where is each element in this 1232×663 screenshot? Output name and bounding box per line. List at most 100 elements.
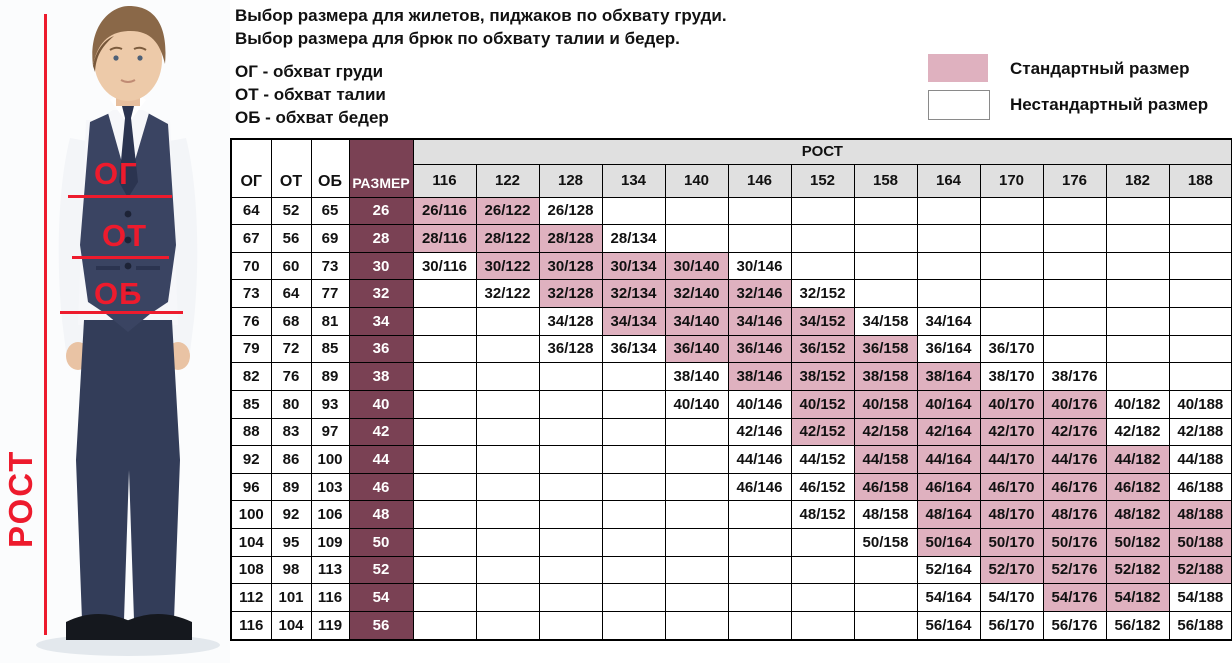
empty-cell <box>601 472 666 502</box>
nonstandard-size-cell: 42/188 <box>1168 417 1232 447</box>
nonstandard-size-cell: 44/152 <box>790 445 855 474</box>
empty-cell <box>790 196 855 226</box>
height-header-140: 140 <box>664 163 729 198</box>
empty-cell <box>538 583 603 612</box>
empty-cell <box>1105 279 1170 308</box>
empty-cell <box>853 555 918 585</box>
table-row: 82 76 89 38 38/140 38/146 38/152 38/158 38/164 38… <box>230 362 1232 391</box>
empty-cell <box>475 500 540 529</box>
empty-cell <box>1105 196 1170 226</box>
standard-size-cell: 40/176 <box>1042 389 1107 419</box>
empty-cell <box>412 528 477 557</box>
nonstandard-size-cell: 46/152 <box>790 472 855 502</box>
measure-cell-ob: 77 <box>310 279 350 308</box>
nonstandard-size-cell: 38/140 <box>664 362 729 391</box>
empty-cell <box>412 583 477 612</box>
height-header-152: 152 <box>790 163 855 198</box>
table-row: 88 83 97 42 42/146 42/152 42/158 42/164 42/170 42… <box>230 417 1232 447</box>
empty-cell <box>916 279 981 308</box>
empty-cell <box>601 445 666 474</box>
nonstandard-size-cell: 28/134 <box>601 224 666 253</box>
height-header-182: 182 <box>1105 163 1170 198</box>
standard-size-cell: 30/122 <box>475 251 540 281</box>
hips-label: ОБ <box>94 276 143 311</box>
measure-cell-ob: 65 <box>310 196 350 226</box>
measure-cell-ot: 52 <box>270 196 312 226</box>
size-cell: 38 <box>348 362 414 391</box>
measure-cell-og: 96 <box>230 472 272 502</box>
table-row: 112 101 116 54 54/164 54/170 54/176 54/182 54/18… <box>230 583 1232 612</box>
standard-size-cell: 44/176 <box>1042 445 1107 474</box>
size-cell: 44 <box>348 445 414 474</box>
nonstandard-size-cell: 40/188 <box>1168 389 1232 419</box>
chest-measure-line <box>68 195 172 198</box>
measure-cell-og: 108 <box>230 555 272 585</box>
empty-cell <box>727 224 792 253</box>
standard-size-cell: 30/128 <box>538 251 603 281</box>
standard-size-cell: 38/152 <box>790 362 855 391</box>
measure-cell-ob: 89 <box>310 362 350 391</box>
empty-cell <box>538 389 603 419</box>
empty-cell <box>790 528 855 557</box>
empty-cell <box>475 334 540 364</box>
measure-cell-ob: 119 <box>310 610 350 641</box>
empty-cell <box>979 224 1044 253</box>
empty-cell <box>979 279 1044 308</box>
boy-illustration <box>0 0 230 663</box>
nonstandard-size-cell: 42/182 <box>1105 417 1170 447</box>
empty-cell <box>664 528 729 557</box>
empty-cell <box>853 610 918 641</box>
nonstandard-size-cell: 56/170 <box>979 610 1044 641</box>
standard-size-label: Стандартный размер <box>1010 59 1190 78</box>
standard-size-cell: 44/164 <box>916 445 981 474</box>
standard-size-cell: 40/158 <box>853 389 918 419</box>
standard-size-cell: 42/152 <box>790 417 855 447</box>
empty-cell <box>601 500 666 529</box>
table-row: 96 89 103 46 46/146 46/152 46/158 46/164 46/170 4… <box>230 472 1232 502</box>
empty-cell <box>664 445 729 474</box>
empty-cell <box>1168 196 1232 226</box>
measure-cell-ob: 116 <box>310 583 350 612</box>
standard-size-cell: 46/176 <box>1042 472 1107 502</box>
nonstandard-size-cell: 36/170 <box>979 334 1044 364</box>
size-cell: 56 <box>348 610 414 641</box>
nonstandard-size-cell: 56/176 <box>1042 610 1107 641</box>
measure-cell-ob: 93 <box>310 389 350 419</box>
empty-cell <box>601 196 666 226</box>
empty-cell <box>412 472 477 502</box>
standard-size-cell: 48/182 <box>1105 500 1170 529</box>
empty-cell <box>853 583 918 612</box>
empty-cell <box>412 334 477 364</box>
nonstandard-size-cell: 30/116 <box>412 251 477 281</box>
nonstandard-size-cell: 32/122 <box>475 279 540 308</box>
empty-cell <box>412 417 477 447</box>
measure-cell-og: 76 <box>230 307 272 336</box>
nonstandard-size-cell: 36/164 <box>916 334 981 364</box>
empty-cell <box>1105 307 1170 336</box>
size-cell: 26 <box>348 196 414 226</box>
standard-size-cell: 44/158 <box>853 445 918 474</box>
standard-size-cell: 48/164 <box>916 500 981 529</box>
size-cell: 34 <box>348 307 414 336</box>
measure-cell-ot: 56 <box>270 224 312 253</box>
nonstandard-size-cell: 32/152 <box>790 279 855 308</box>
size-table: ОГ ОТ ОБ РАЗМЕР РОСТ 116 122 128 134 140 146 152 158… <box>230 138 1232 641</box>
empty-cell <box>412 555 477 585</box>
measure-cell-ob: 97 <box>310 417 350 447</box>
standard-size-cell: 44/170 <box>979 445 1044 474</box>
measure-cell-og: 67 <box>230 224 272 253</box>
standard-size-cell: 32/146 <box>727 279 792 308</box>
size-cell: 54 <box>348 583 414 612</box>
empty-cell <box>412 279 477 308</box>
empty-cell <box>1042 196 1107 226</box>
nonstandard-size-cell: 44/146 <box>727 445 792 474</box>
empty-cell <box>538 417 603 447</box>
waist-measure-line <box>72 256 169 259</box>
standard-size-cell: 48/188 <box>1168 500 1232 529</box>
measure-cell-ob: 106 <box>310 500 350 529</box>
empty-cell <box>538 610 603 641</box>
standard-size-cell: 42/170 <box>979 417 1044 447</box>
height-header-188: 188 <box>1168 163 1232 198</box>
empty-cell <box>979 196 1044 226</box>
empty-cell <box>790 224 855 253</box>
